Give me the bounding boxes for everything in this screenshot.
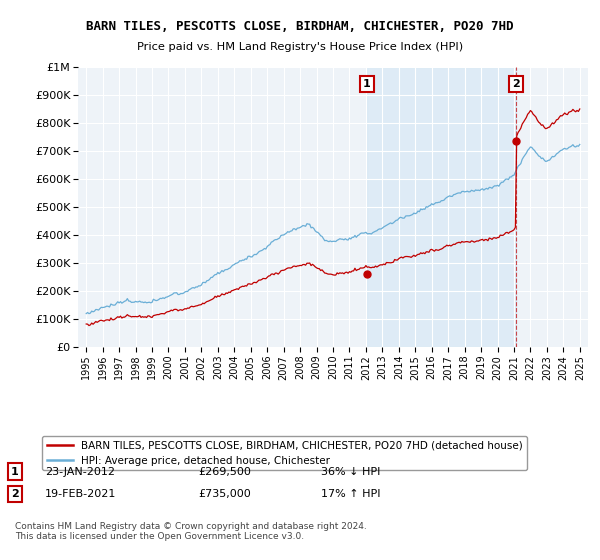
Bar: [367, 67, 516, 347]
Text: 17% ↑ HPI: 17% ↑ HPI: [321, 489, 380, 499]
Text: 1: 1: [11, 466, 19, 477]
Legend: BARN TILES, PESCOTTS CLOSE, BIRDHAM, CHICHESTER, PO20 7HD (detached house), HPI:: BARN TILES, PESCOTTS CLOSE, BIRDHAM, CHI…: [43, 436, 527, 470]
Text: Price paid vs. HM Land Registry's House Price Index (HPI): Price paid vs. HM Land Registry's House …: [137, 42, 463, 52]
Text: 23-JAN-2012: 23-JAN-2012: [45, 466, 115, 477]
Text: £269,500: £269,500: [198, 466, 251, 477]
Text: £735,000: £735,000: [198, 489, 251, 499]
Text: 1: 1: [363, 79, 371, 89]
Text: BARN TILES, PESCOTTS CLOSE, BIRDHAM, CHICHESTER, PO20 7HD: BARN TILES, PESCOTTS CLOSE, BIRDHAM, CHI…: [86, 20, 514, 32]
Text: 2: 2: [11, 489, 19, 499]
Text: 36% ↓ HPI: 36% ↓ HPI: [321, 466, 380, 477]
Text: 19-FEB-2021: 19-FEB-2021: [45, 489, 116, 499]
Text: Contains HM Land Registry data © Crown copyright and database right 2024.
This d: Contains HM Land Registry data © Crown c…: [15, 522, 367, 542]
Text: 2: 2: [512, 79, 520, 89]
